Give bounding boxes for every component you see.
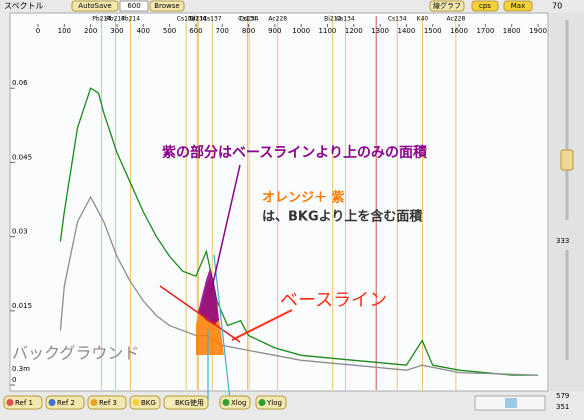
toggle-button[interactable] <box>87 395 127 410</box>
button-label[interactable]: BKG使用 <box>175 398 204 407</box>
graph-mode-button[interactable] <box>429 0 465 12</box>
graph-mode-label[interactable]: 線グラフ <box>433 1 461 10</box>
y-tick-label: 0.015 <box>12 302 32 310</box>
button-icon[interactable] <box>132 399 140 406</box>
toggle-button[interactable] <box>3 395 43 410</box>
bottom-bar: Ref 1 Ref 2 Ref 3 BKG BKG使用 Xlog Ylog <box>3 395 287 410</box>
y-tick-label: 0.06 <box>12 79 28 87</box>
button-label[interactable]: Ylog <box>266 399 282 407</box>
cps-button[interactable] <box>471 0 499 12</box>
sidebar-middle: 333 <box>556 237 569 245</box>
button-icon[interactable] <box>222 399 230 406</box>
x-tick-label: 400 <box>137 27 150 35</box>
arrow <box>210 164 241 293</box>
x-tick-label: 1600 <box>450 27 468 35</box>
x-tick-label: 1900 <box>529 27 547 35</box>
x-tick-label: 200 <box>84 27 97 35</box>
baseline-note: ベースライン <box>280 290 387 311</box>
button-label[interactable]: BKG <box>141 399 156 407</box>
x-tick-label: 1400 <box>398 27 416 35</box>
nuclide-label: K40 <box>417 16 429 23</box>
nuclide-label: Cs134 <box>336 16 355 23</box>
button-icon[interactable] <box>258 399 266 406</box>
x-tick-label: 1200 <box>345 27 363 35</box>
nuclide-label: Bi214 <box>190 16 207 23</box>
max-value: 70 <box>552 2 562 11</box>
scroll-thumb[interactable] <box>505 398 517 408</box>
y-tick-label: 0.045 <box>12 153 32 161</box>
nuclide-label: Cs137 <box>203 16 222 23</box>
button-icon[interactable] <box>48 399 56 406</box>
arrow <box>231 309 293 341</box>
roi-line <box>213 254 231 401</box>
toggle-button[interactable] <box>163 395 209 410</box>
x-tick-label: 600 <box>189 27 202 35</box>
button-icon[interactable] <box>166 399 174 406</box>
max-label[interactable]: Max <box>511 2 525 10</box>
x-tick-label: 900 <box>268 27 281 35</box>
button-icon[interactable] <box>6 399 14 406</box>
nuclide-label: Cs134 <box>388 16 407 23</box>
background-note: バックグラウンド <box>12 344 139 363</box>
button-label[interactable]: Ref 2 <box>57 399 75 407</box>
browse-button[interactable] <box>149 0 185 12</box>
nuclide-label: Cs134 <box>240 16 259 23</box>
toggle-button[interactable] <box>255 395 287 410</box>
x-tick-label: 1800 <box>503 27 521 35</box>
x-tick-label: 100 <box>58 27 71 35</box>
nuclide-label: Ac228 <box>447 16 466 23</box>
x-tick-label: 300 <box>110 27 123 35</box>
count-value[interactable]: 600 <box>127 2 140 10</box>
max-button[interactable] <box>503 0 533 12</box>
x-tick-label: 800 <box>242 27 255 35</box>
sidebar-bottom-2: 351 <box>556 403 569 411</box>
bkg-note: は、BKGより上を含む面積 <box>262 209 423 225</box>
toggle-button[interactable] <box>129 395 161 410</box>
sidebar-bottom-1: 579 <box>556 392 569 400</box>
nuclide-label: Pb214 <box>92 16 111 23</box>
nuclide-label: Cs134 <box>188 16 207 23</box>
x-tick-label: 1000 <box>292 27 310 35</box>
x-tick-label: 1700 <box>476 27 494 35</box>
autosave-button[interactable] <box>71 0 119 12</box>
x-tick-label: 1300 <box>371 27 389 35</box>
cps-label[interactable]: cps <box>479 2 491 10</box>
purple-note: 紫の部分はベースラインより上のみの面積 <box>162 144 428 161</box>
toggle-button[interactable] <box>219 395 251 410</box>
nuclide-label: Bi214 <box>324 16 341 23</box>
x-tick-label: 1500 <box>424 27 442 35</box>
y-note: 0.3m <box>12 365 30 373</box>
orange-note: オレンジ＋ 紫 <box>262 190 345 206</box>
x-tick-label: 0 <box>36 27 40 35</box>
button-label[interactable]: Xlog <box>231 399 246 407</box>
spectrum-line <box>59 87 538 376</box>
toggle-button[interactable] <box>45 395 85 410</box>
button-label[interactable]: Ref 1 <box>15 399 33 407</box>
y-tick-label: 0 <box>12 376 16 384</box>
slider-thumb[interactable] <box>560 149 574 171</box>
button-icon[interactable] <box>90 399 98 406</box>
x-tick-label: 700 <box>216 27 229 35</box>
nuclide-label: Pb214 <box>121 16 140 23</box>
browse-label[interactable]: Browse <box>154 2 180 10</box>
button-label[interactable]: Ref 3 <box>99 399 117 407</box>
nuclide-label: Ac228 <box>268 16 287 23</box>
baseline-line <box>159 285 241 343</box>
window-title: スペクトル <box>4 2 43 11</box>
count-input[interactable] <box>119 0 149 12</box>
nuclide-label: Cs134 <box>177 16 196 23</box>
autosave-label[interactable]: AutoSave <box>78 2 111 10</box>
y-tick-label: 0.03 <box>12 228 28 236</box>
nuclide-label: Pb214 <box>106 16 125 23</box>
x-tick-label: 1100 <box>319 27 337 35</box>
nuclide-label: Cs134 <box>238 16 257 23</box>
x-tick-label: 500 <box>163 27 176 35</box>
plot-area <box>9 12 549 392</box>
spectrum-line <box>59 195 539 376</box>
